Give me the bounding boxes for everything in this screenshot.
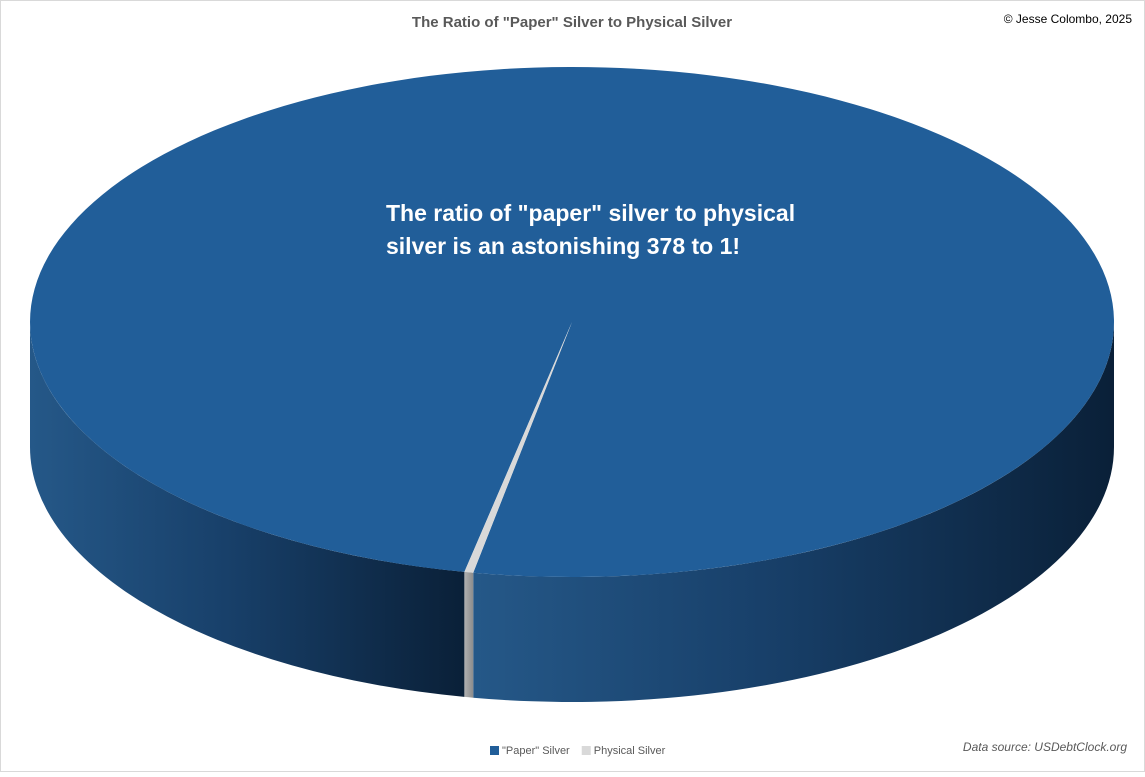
legend: "Paper" Silver Physical Silver [490,745,666,757]
legend-label: "Paper" Silver [502,745,570,757]
source-note: Data source: USDebtClock.org [963,740,1127,754]
credit: © Jesse Colombo, 2025 [1004,12,1133,26]
slice [30,67,1115,578]
pie [30,67,1115,703]
annotation: The ratio of "paper" silver to physical [386,200,795,226]
annotation: silver is an astonishing 378 to 1! [386,233,740,259]
legend-swatch [581,746,591,755]
chart-title: The Ratio of "Paper" Silver to Physical … [412,14,732,31]
slice-side [464,571,474,698]
legend-label: Physical Silver [594,745,666,757]
slice-side [30,322,465,697]
slice-side [473,322,1114,703]
legend-swatch [490,746,499,755]
slice [464,322,572,573]
